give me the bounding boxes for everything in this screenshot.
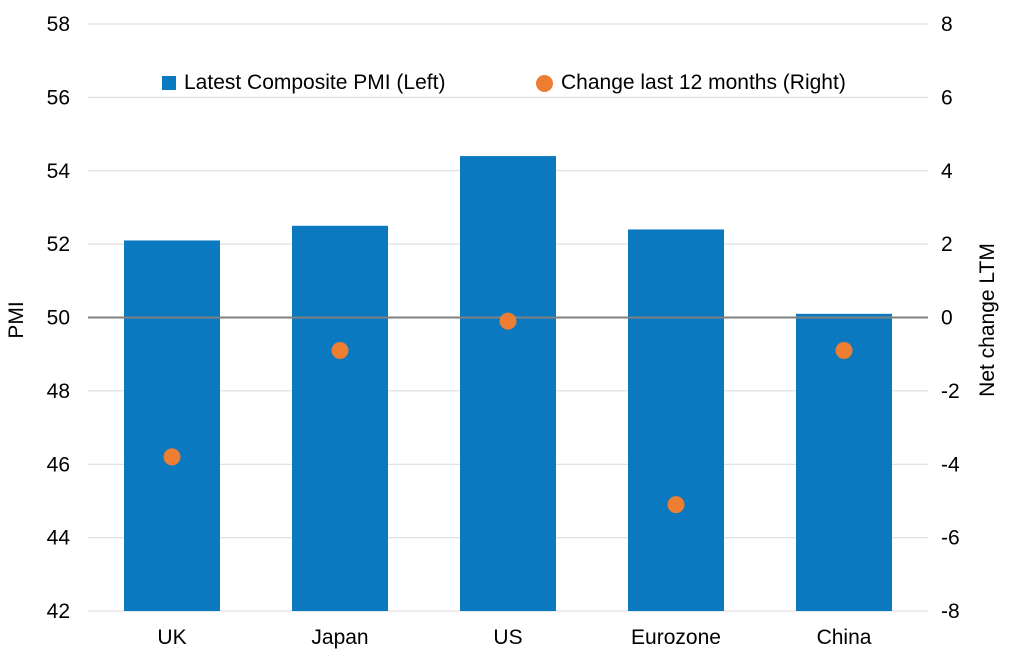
right-axis-tick-label: 2 [941, 233, 953, 256]
legend-item-composite-pmi: Latest Composite PMI (Left) [162, 71, 445, 95]
dot-series-swatch-icon [536, 74, 553, 92]
right-axis-title: Net change LTM [976, 243, 999, 397]
dot-china [835, 342, 853, 360]
bar-eurozone [628, 229, 724, 611]
legend-label-change-ltm: Change last 12 months (Right) [561, 71, 846, 94]
right-axis-tick-label: 0 [941, 307, 953, 330]
dot-us [499, 312, 517, 330]
right-axis-tick-label: -6 [941, 527, 960, 550]
right-axis-tick-label: 6 [941, 86, 953, 109]
right-axis-tick-label: 4 [941, 160, 953, 183]
right-axis-tick-label: -4 [941, 453, 960, 476]
left-axis-tick-label: 42 [47, 600, 70, 623]
bar-series-swatch-icon [162, 76, 176, 90]
left-axis-tick-label: 56 [47, 86, 70, 109]
right-axis-tick-label: -8 [941, 600, 960, 623]
bar-japan [292, 225, 388, 611]
dot-uk [163, 448, 181, 466]
category-label-japan: Japan [311, 626, 368, 649]
right-axis-tick-label: 8 [941, 13, 953, 36]
dot-eurozone [667, 496, 685, 514]
category-label-uk: UK [157, 626, 186, 649]
left-axis-tick-label: 50 [47, 307, 70, 330]
left-axis-tick-label: 54 [47, 160, 71, 183]
left-axis-tick-label: 44 [47, 527, 71, 550]
dot-japan [331, 342, 349, 360]
bar-china [796, 313, 892, 611]
left-axis-title: PMI [5, 301, 28, 339]
bar-uk [124, 240, 220, 612]
category-label-eurozone: Eurozone [631, 626, 721, 649]
right-axis-tick-label: -2 [941, 380, 960, 403]
left-axis-tick-label: 46 [47, 453, 70, 476]
legend-item-change-ltm: Change last 12 months (Right) [536, 71, 846, 95]
left-axis-tick-label: 52 [47, 233, 70, 256]
category-label-us: US [493, 626, 522, 649]
legend-label-composite-pmi: Latest Composite PMI (Left) [184, 71, 446, 94]
left-axis-tick-label: 48 [47, 380, 70, 403]
category-label-china: China [817, 626, 872, 649]
bar-us [460, 156, 556, 611]
left-axis-tick-label: 58 [47, 13, 70, 36]
